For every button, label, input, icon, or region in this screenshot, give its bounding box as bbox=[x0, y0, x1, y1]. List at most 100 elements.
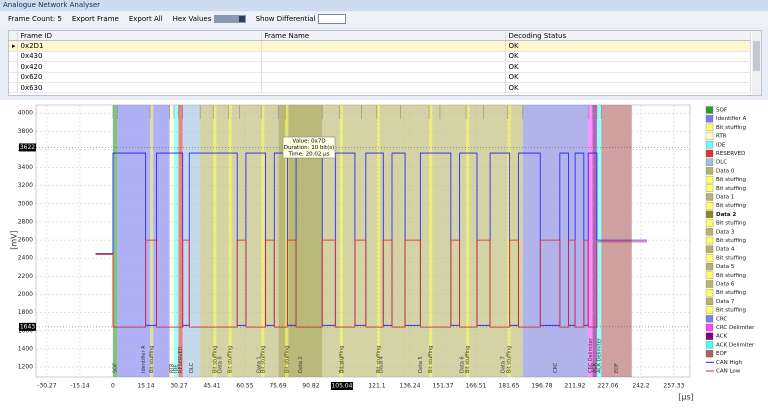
y-tick-label: 4000 bbox=[18, 110, 33, 117]
field-label: CRC Delimiter bbox=[588, 337, 594, 373]
legend-swatch bbox=[705, 184, 714, 192]
x-tick-label: 60.55 bbox=[236, 383, 253, 390]
field-region bbox=[339, 105, 343, 377]
field-region bbox=[112, 105, 118, 377]
field-region bbox=[507, 105, 511, 377]
field-region bbox=[522, 105, 589, 377]
signal-line bbox=[95, 239, 648, 328]
y-tick-label: 2000 bbox=[18, 291, 33, 298]
y-tick-label: 3000 bbox=[18, 200, 33, 207]
export-all-button[interactable]: Export All bbox=[128, 15, 163, 23]
x-tick-label: -30.27 bbox=[37, 383, 57, 390]
table-row[interactable]: 0x430 OK bbox=[9, 51, 751, 63]
field-label: Bit stuffing bbox=[149, 346, 155, 373]
x-tick-label: 196.78 bbox=[531, 383, 552, 390]
field-region bbox=[439, 105, 484, 377]
field-label: Bit stuffing bbox=[212, 346, 218, 373]
legend-swatch bbox=[705, 202, 714, 210]
legend-label: DLC bbox=[716, 160, 727, 166]
show-differential-label: Show Differential bbox=[255, 15, 316, 23]
table-row[interactable]: 0x630 OK bbox=[9, 82, 751, 94]
legend-label: Data 5 bbox=[716, 264, 735, 270]
legend-swatch bbox=[705, 315, 714, 323]
decoding-status: OK bbox=[505, 40, 751, 52]
show-differential-toggle[interactable] bbox=[317, 14, 346, 24]
legend-label: Bit stuffing bbox=[716, 238, 746, 244]
field-label: IDE bbox=[174, 365, 180, 373]
y-tick-label: 1400 bbox=[18, 345, 33, 352]
legend-swatch bbox=[705, 349, 714, 358]
legend-label: CAN Low bbox=[716, 369, 741, 375]
legend-label: RTR bbox=[716, 134, 727, 140]
field-region bbox=[261, 105, 265, 377]
frame-name bbox=[261, 72, 506, 83]
legend-swatch bbox=[705, 167, 714, 175]
row-indicator bbox=[9, 82, 18, 94]
field-region bbox=[200, 105, 240, 377]
legend-swatch bbox=[705, 132, 714, 140]
legend-label: Bit stuffing bbox=[716, 221, 746, 227]
field-label: Data 7 bbox=[501, 356, 507, 373]
legend-swatch bbox=[705, 254, 714, 262]
legend-swatch bbox=[705, 297, 714, 306]
field-label: Bit stuffing bbox=[339, 346, 345, 373]
frame-id: 0x620 bbox=[17, 72, 262, 83]
y-axis-label: [mV] bbox=[10, 230, 19, 250]
legend-swatch bbox=[705, 323, 714, 332]
field-region bbox=[588, 105, 593, 377]
legend-label: Data 3 bbox=[716, 229, 735, 235]
field-label: Bit stuffing bbox=[260, 346, 266, 373]
legend-label: EOF bbox=[716, 351, 727, 357]
frame-id: 0x2D1 bbox=[17, 40, 262, 52]
frame-name bbox=[261, 51, 506, 63]
field-label: Bit stuffing bbox=[376, 346, 382, 373]
x-tick-label: 0 bbox=[111, 383, 115, 390]
legend-label: Bit stuffing bbox=[716, 308, 746, 314]
column-header[interactable]: Decoding Status bbox=[505, 31, 751, 42]
legend-label: CAN High bbox=[716, 360, 743, 366]
chart: SOF Identifier A Bit stuffing RTRIDERESERVE… bbox=[0, 100, 768, 413]
table-row[interactable]: 0x420 OK bbox=[9, 61, 751, 73]
legend-label: Data 0 bbox=[716, 168, 735, 174]
x-tick-label: 151.37 bbox=[432, 383, 453, 390]
field-label: Bit stuffing bbox=[284, 346, 290, 373]
field-label: DLC bbox=[189, 362, 195, 373]
y-tick-label: 2200 bbox=[18, 273, 33, 280]
field-label: RTR bbox=[169, 363, 175, 373]
field-region bbox=[182, 105, 201, 377]
frame-table: Frame ID Frame Name Decoding Status ▸ 0x2D1… bbox=[8, 30, 762, 96]
x-tick-label: 257.33 bbox=[663, 383, 684, 390]
x-tick-label: 136.24 bbox=[399, 383, 420, 390]
table-row[interactable]: ▸ 0x2D1 OK bbox=[9, 40, 751, 52]
field-region bbox=[361, 105, 401, 377]
export-frame-button[interactable]: Export Frame bbox=[71, 15, 119, 23]
legend-label: ACK bbox=[716, 334, 728, 340]
x-tick-label: -15.14 bbox=[70, 383, 90, 390]
field-label: ACK bbox=[592, 362, 598, 373]
scrollbar[interactable] bbox=[752, 31, 761, 95]
field-region bbox=[169, 105, 174, 377]
legend-swatch bbox=[705, 210, 714, 219]
decoding-status: OK bbox=[505, 61, 751, 73]
field-label: Identifier A bbox=[141, 345, 147, 373]
field-region bbox=[596, 105, 602, 377]
x-tick-label: 242.2 bbox=[632, 383, 649, 390]
row-indicator: ▸ bbox=[9, 40, 18, 52]
column-header[interactable]: Frame ID bbox=[17, 31, 262, 42]
toolbar: Frame Count: 5 Export Frame Export All H… bbox=[0, 12, 768, 27]
hex-values-toggle[interactable] bbox=[213, 15, 246, 23]
legend-label: RESERVED bbox=[716, 151, 745, 157]
legend-label: Data 2 bbox=[716, 212, 737, 218]
field-region bbox=[117, 105, 170, 377]
x-tick-label: 181.65 bbox=[498, 383, 519, 390]
column-header[interactable]: Frame Name bbox=[261, 31, 506, 42]
legend-swatch bbox=[705, 141, 714, 149]
frame-id: 0x430 bbox=[17, 51, 262, 63]
legend-label: IDE bbox=[716, 142, 726, 148]
frame-count: Frame Count: 5 bbox=[8, 15, 62, 23]
tooltip-text: Duration: 10 bit(s) bbox=[284, 145, 335, 151]
frame-id: 0x630 bbox=[17, 82, 262, 94]
legend-label: Identifier A bbox=[716, 116, 747, 122]
hex-values-label: Hex Values bbox=[172, 15, 212, 23]
table-row[interactable]: 0x620 OK bbox=[9, 72, 751, 83]
